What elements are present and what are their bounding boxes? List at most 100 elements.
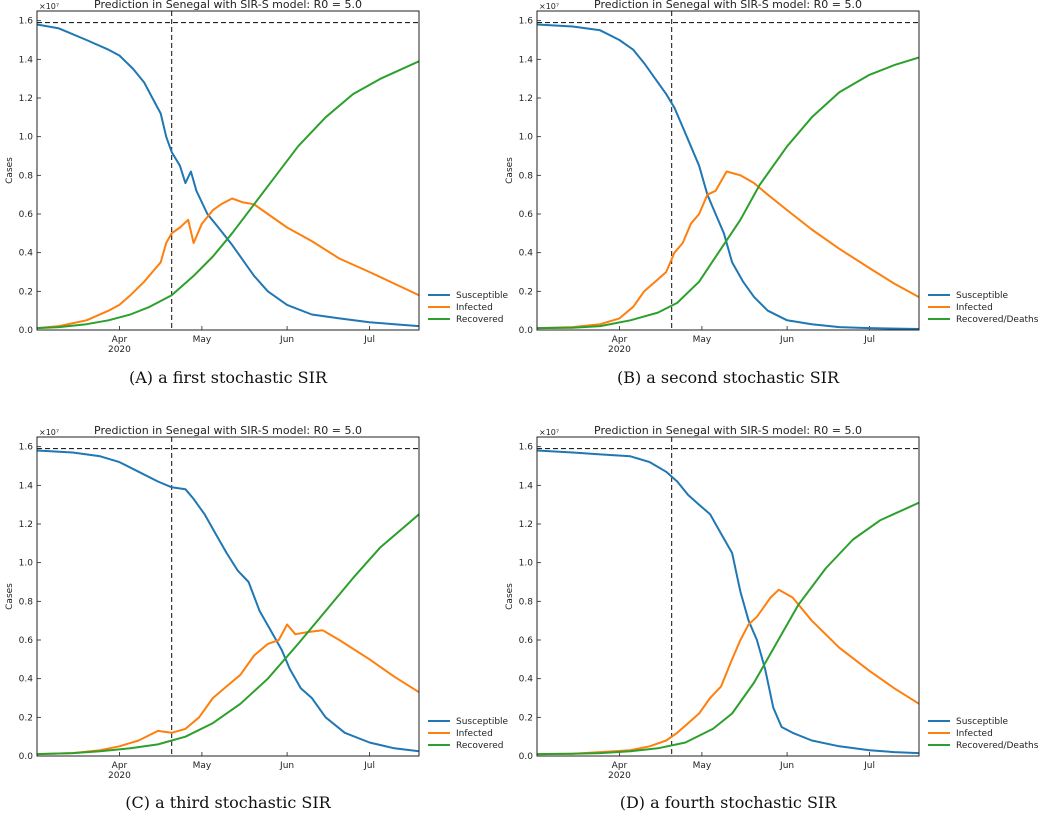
series-line-infected bbox=[537, 170, 919, 330]
legend-entry: Susceptible bbox=[456, 291, 509, 301]
x-tick-label: Apr bbox=[612, 761, 628, 771]
legend-entry: Susceptible bbox=[456, 717, 509, 727]
series-line-recovered bbox=[37, 513, 419, 756]
y-tick-label: 0.2 bbox=[19, 713, 33, 723]
legend-entry: Recovered/Deaths bbox=[956, 741, 1039, 751]
y-tick-label: 0.6 bbox=[19, 636, 34, 646]
y-tick-label: 0.0 bbox=[519, 326, 534, 336]
y-tick-label: 0.8 bbox=[519, 597, 534, 607]
x-tick-label: May bbox=[693, 761, 712, 771]
y-tick-label: 0.4 bbox=[519, 675, 534, 685]
x-tick-label: Jul bbox=[363, 335, 375, 345]
y-axis-label: Cases bbox=[505, 583, 515, 610]
y-tick-label: 0.6 bbox=[519, 636, 534, 646]
x-tick-label: Jul bbox=[863, 335, 875, 345]
legend-entry: Infected bbox=[456, 729, 493, 739]
series-line-infected bbox=[37, 197, 419, 330]
y-tick-label: 0.8 bbox=[519, 171, 534, 181]
plot-frame bbox=[36, 436, 420, 757]
chart-panel-3: Prediction in Senegal with SIR-S model: … bbox=[5, 424, 509, 812]
plot-area bbox=[537, 437, 919, 756]
chart-panel-2: Prediction in Senegal with SIR-S model: … bbox=[505, 0, 1039, 387]
y-tick-label: 1.4 bbox=[19, 55, 34, 65]
x-tick-sublabel: 2020 bbox=[608, 771, 631, 781]
y-multiplier: ×10⁷ bbox=[539, 428, 559, 437]
y-tick-label: 0.6 bbox=[519, 210, 534, 220]
plot-frame bbox=[536, 10, 920, 331]
subfigure-caption: (D) a fourth stochastic SIR bbox=[620, 793, 838, 812]
series-line-susceptible bbox=[37, 23, 419, 328]
legend: Susceptible Infected Recovered bbox=[428, 717, 509, 751]
x-tick-label: Apr bbox=[112, 761, 128, 771]
x-tick-label: Jul bbox=[363, 761, 375, 771]
series-line-susceptible bbox=[537, 449, 919, 755]
legend: Susceptible Infected Recovered/Deaths bbox=[928, 291, 1039, 325]
y-tick-label: 1.4 bbox=[519, 55, 534, 65]
y-tick-label: 1.2 bbox=[19, 94, 33, 104]
y-tick-label: 0.4 bbox=[519, 249, 534, 259]
y-tick-label: 1.0 bbox=[19, 559, 34, 569]
series-line-infected bbox=[537, 588, 919, 756]
x-tick-label: Jun bbox=[279, 335, 294, 345]
y-tick-label: 1.6 bbox=[19, 17, 34, 27]
y-tick-label: 1.4 bbox=[19, 481, 34, 491]
chart-panel-1: Prediction in Senegal with SIR-S model: … bbox=[5, 0, 509, 387]
chart-title: Prediction in Senegal with SIR-S model: … bbox=[94, 0, 362, 11]
series-line-infected bbox=[37, 623, 419, 756]
y-tick-label: 1.6 bbox=[519, 17, 534, 27]
series-line-recovered-deaths bbox=[537, 56, 919, 330]
legend-entry: Recovered/Deaths bbox=[956, 315, 1039, 325]
y-tick-label: 0.0 bbox=[19, 326, 34, 336]
y-tick-label: 1.2 bbox=[19, 520, 33, 530]
y-axis-label: Cases bbox=[5, 157, 15, 184]
y-axis-label: Cases bbox=[505, 157, 515, 184]
y-multiplier: ×10⁷ bbox=[539, 2, 559, 11]
chart-title: Prediction in Senegal with SIR-S model: … bbox=[594, 0, 862, 11]
plot-area bbox=[37, 437, 419, 756]
y-tick-label: 1.2 bbox=[519, 94, 533, 104]
y-tick-label: 0.8 bbox=[19, 597, 34, 607]
x-tick-label: Jun bbox=[279, 761, 294, 771]
x-tick-label: May bbox=[193, 761, 212, 771]
subfigure-caption: (A) a first stochastic SIR bbox=[129, 368, 328, 387]
series-line-recovered-deaths bbox=[537, 501, 919, 756]
y-tick-label: 1.0 bbox=[519, 133, 534, 143]
y-tick-label: 0.2 bbox=[519, 287, 533, 297]
legend-entry: Recovered bbox=[456, 741, 503, 751]
x-tick-label: Apr bbox=[612, 335, 628, 345]
plot-frame bbox=[536, 436, 920, 757]
y-tick-label: 1.0 bbox=[519, 559, 534, 569]
y-tick-label: 0.6 bbox=[19, 210, 34, 220]
x-tick-label: Jun bbox=[779, 761, 794, 771]
legend-entry: Infected bbox=[956, 303, 993, 313]
y-tick-label: 1.2 bbox=[519, 520, 533, 530]
legend: Susceptible Infected Recovered bbox=[428, 291, 509, 325]
legend-entry: Recovered bbox=[456, 315, 503, 325]
y-tick-label: 1.6 bbox=[519, 443, 534, 453]
y-axis-label: Cases bbox=[5, 583, 15, 610]
plot-area bbox=[537, 11, 919, 330]
legend-entry: Infected bbox=[956, 729, 993, 739]
y-tick-label: 0.2 bbox=[519, 713, 533, 723]
x-tick-label: Apr bbox=[112, 335, 128, 345]
chart-title: Prediction in Senegal with SIR-S model: … bbox=[94, 424, 362, 437]
y-tick-label: 1.6 bbox=[19, 443, 34, 453]
y-tick-label: 0.0 bbox=[519, 752, 534, 762]
y-tick-label: 0.8 bbox=[19, 171, 34, 181]
y-tick-label: 0.4 bbox=[19, 249, 34, 259]
y-multiplier: ×10⁷ bbox=[39, 428, 59, 437]
chart-panel-4: Prediction in Senegal with SIR-S model: … bbox=[505, 424, 1039, 812]
plot-frame bbox=[36, 10, 420, 331]
series-line-recovered bbox=[37, 60, 419, 330]
y-tick-label: 1.0 bbox=[19, 133, 34, 143]
y-tick-label: 0.0 bbox=[19, 752, 34, 762]
x-tick-label: May bbox=[193, 335, 212, 345]
y-tick-label: 0.2 bbox=[19, 287, 33, 297]
subfigure-caption: (C) a third stochastic SIR bbox=[125, 793, 331, 812]
y-tick-label: 1.4 bbox=[519, 481, 534, 491]
y-tick-label: 0.4 bbox=[19, 675, 34, 685]
legend: Susceptible Infected Recovered/Deaths bbox=[928, 717, 1039, 751]
x-tick-label: May bbox=[693, 335, 712, 345]
x-tick-label: Jun bbox=[779, 335, 794, 345]
